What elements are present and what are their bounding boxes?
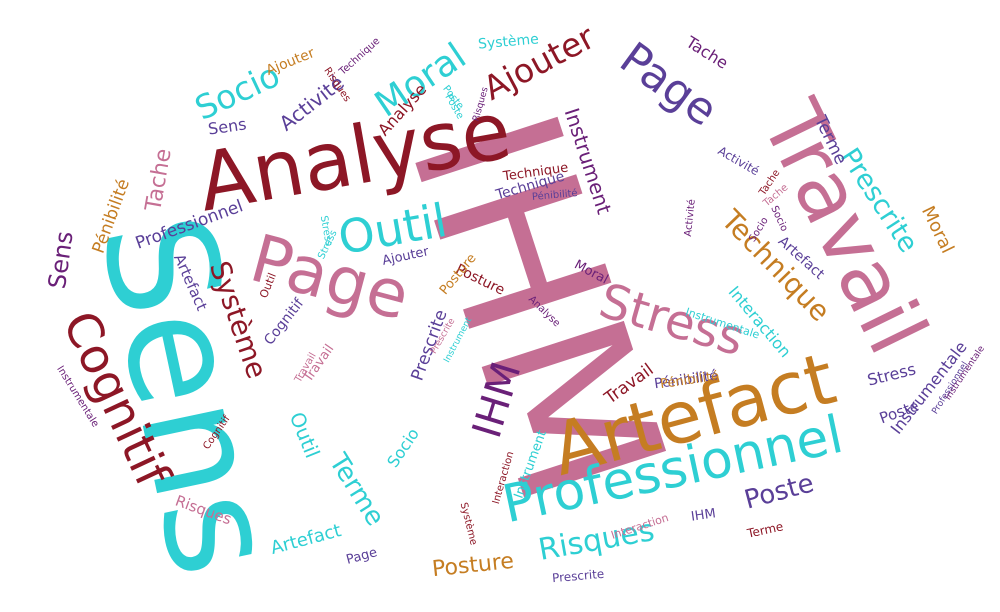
word-activite-small: Activité (682, 198, 698, 238)
word-page-small: Page (344, 544, 379, 568)
word-outil-medium: Outil (284, 408, 325, 462)
word-terme-small: Terme (745, 519, 785, 541)
word-posture-medium: Posture (430, 548, 516, 583)
word-socio-small: Socio (382, 424, 423, 471)
word-systeme-small: Système (457, 501, 479, 547)
word-ihm-small: IHM (689, 505, 717, 525)
word-prescrite-small: Prescrite (551, 566, 605, 586)
word-technique-small: Technique (337, 35, 383, 78)
word-tache-small: Tache (682, 32, 732, 73)
word-moral-small: Moral (917, 202, 958, 257)
word-sens-medium: Sens (42, 229, 79, 291)
word-terme-medium: Terme (322, 448, 390, 532)
word-ajouter-small: Ajouter (263, 45, 317, 79)
word-tache-medium: Tache (140, 146, 177, 214)
word-stress-small: Stress (864, 359, 918, 390)
